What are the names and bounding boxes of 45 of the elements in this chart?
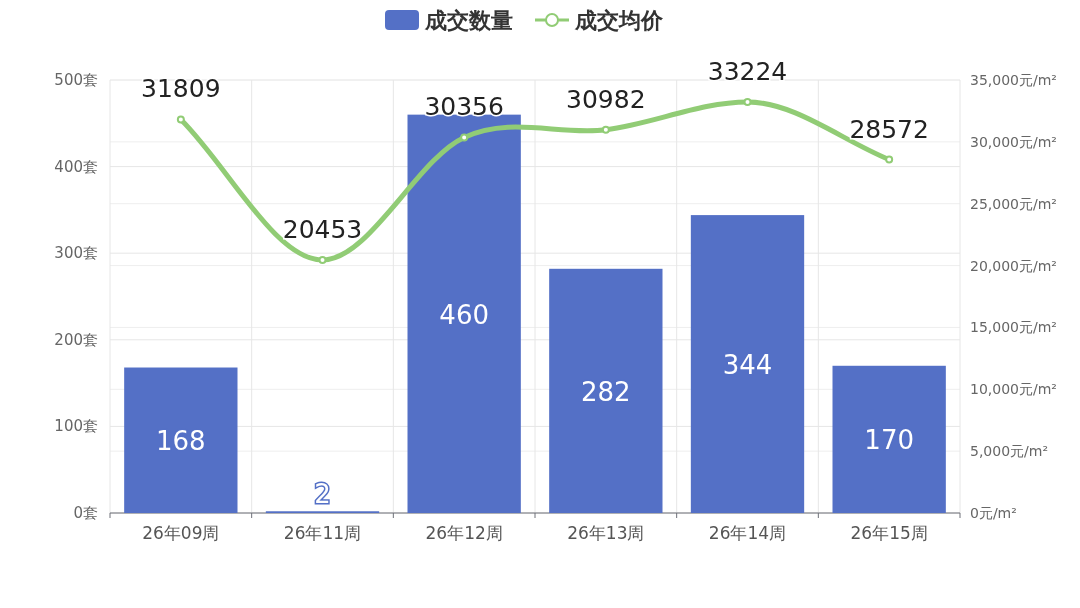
x-tick-label: 26年09周 xyxy=(142,523,220,543)
y2-tick-label: 15,000元/m² xyxy=(970,319,1057,336)
point xyxy=(601,125,610,134)
data-label: 28572 xyxy=(849,114,929,144)
y2-tick-label: 0元/m² xyxy=(970,505,1017,521)
y-tick-label: 0套 xyxy=(73,504,98,522)
point xyxy=(318,255,327,264)
y2-tick-label: 25,000元/m² xyxy=(970,195,1057,212)
y2-tick-label: 5,000元/m² xyxy=(970,443,1049,460)
point xyxy=(460,133,469,142)
bar xyxy=(407,114,521,513)
x-tick-label: 26年13周 xyxy=(567,523,645,543)
y-tick-label: 100套 xyxy=(54,417,98,436)
data-label: 2 xyxy=(314,479,331,510)
y2-tick-label: 35,000元/m² xyxy=(970,72,1057,88)
y2-tick-label: 30,000元/m² xyxy=(970,133,1057,150)
point xyxy=(885,155,894,164)
data-label: 460 xyxy=(439,299,489,330)
data-label: 33224 xyxy=(707,56,788,86)
data-label: 344 xyxy=(722,350,773,381)
x-tick-label: 26年12周 xyxy=(425,523,503,543)
bar xyxy=(124,367,238,513)
legend-label: 成交均价 xyxy=(574,8,664,33)
data-label: 282 xyxy=(581,376,631,407)
y-tick-label: 200套 xyxy=(54,330,98,349)
data-label: 31809 xyxy=(141,74,221,104)
data-label: 170 xyxy=(864,425,914,456)
x-tick-label: 26年14周 xyxy=(708,523,787,543)
y-tick-label: 400套 xyxy=(54,157,98,176)
x-tick-label: 26年15周 xyxy=(850,523,928,543)
point xyxy=(176,115,185,124)
bar xyxy=(832,365,946,513)
bar xyxy=(549,268,663,513)
y-tick-label: 500套 xyxy=(54,71,98,89)
legend-label: 成交数量 xyxy=(424,8,513,33)
y-tick-label: 300套 xyxy=(54,244,98,263)
data-label: 30356 xyxy=(424,92,504,122)
data-label: 30982 xyxy=(566,84,646,114)
bar xyxy=(690,215,805,513)
data-label: 168 xyxy=(156,426,206,457)
data-label: 20453 xyxy=(282,214,363,244)
y2-tick-label: 10,000元/m² xyxy=(970,381,1057,398)
y2-tick-label: 20,000元/m² xyxy=(970,257,1057,274)
point xyxy=(743,97,752,106)
x-tick-label: 26年11周 xyxy=(283,523,362,543)
